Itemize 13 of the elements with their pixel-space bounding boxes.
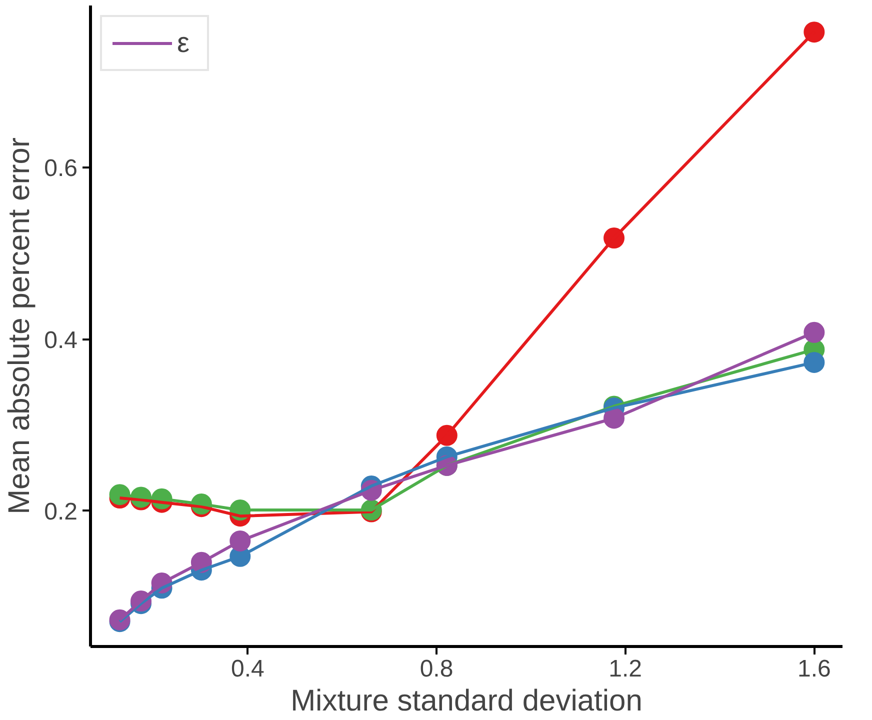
x-tick-label: 0.8 — [420, 656, 454, 682]
y-tick-label: 0.6 — [44, 155, 78, 182]
x-axis-title: Mixture standard deviation — [290, 684, 642, 718]
y-tick-label: 0.4 — [44, 326, 78, 354]
point — [804, 352, 825, 373]
y-axis-title: Mean absolute percent error — [3, 138, 36, 514]
x-tick-label: 1.2 — [608, 656, 642, 682]
x-tick-label: 0.4 — [231, 656, 264, 682]
legend-label: ε — [177, 27, 190, 59]
point — [804, 322, 825, 343]
x-tick-label: 1.6 — [797, 656, 831, 682]
y-tick-label: 0.2 — [44, 498, 78, 526]
point — [804, 22, 825, 43]
